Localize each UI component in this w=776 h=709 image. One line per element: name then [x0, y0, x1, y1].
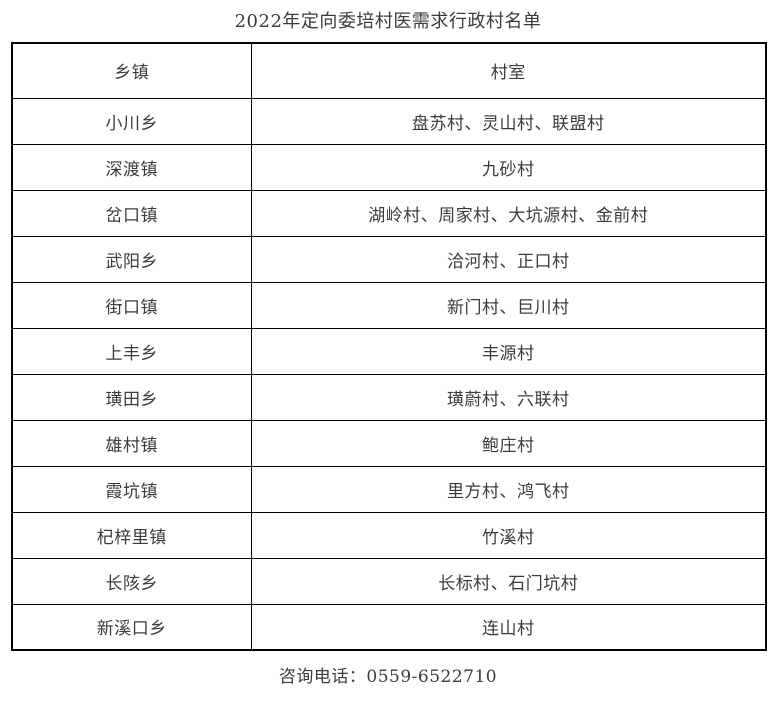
village-table: 乡镇 村室 小川乡 盘苏村、灵山村、联盟村 深渡镇 九砂村 岔口镇 湖岭村、周家… — [11, 42, 767, 651]
township-cell: 深渡镇 — [11, 143, 252, 191]
township-cell: 长陔乡 — [11, 557, 252, 605]
table-row: 上丰乡 丰源村 — [11, 327, 767, 375]
township-cell: 杞梓里镇 — [11, 511, 252, 559]
township-cell: 上丰乡 — [11, 327, 252, 375]
township-cell: 小川乡 — [11, 97, 252, 145]
villages-cell: 璜蔚村、六联村 — [250, 373, 767, 421]
township-cell: 武阳乡 — [11, 235, 252, 283]
township-cell: 岔口镇 — [11, 189, 252, 237]
table-row: 深渡镇 九砂村 — [11, 143, 767, 191]
table-row: 霞坑镇 里方村、鸿飞村 — [11, 465, 767, 513]
table-row: 新溪口乡 连山村 — [11, 603, 767, 651]
township-cell: 新溪口乡 — [11, 603, 252, 651]
villages-cell: 湖岭村、周家村、大坑源村、金前村 — [250, 189, 767, 237]
table-header-row: 乡镇 村室 — [11, 42, 767, 99]
township-cell: 雄村镇 — [11, 419, 252, 467]
table-row: 街口镇 新门村、巨川村 — [11, 281, 767, 329]
villages-cell: 洽河村、正口村 — [250, 235, 767, 283]
table-row: 雄村镇 鲍庄村 — [11, 419, 767, 467]
villages-cell: 盘苏村、灵山村、联盟村 — [250, 97, 767, 145]
villages-cell: 里方村、鸿飞村 — [250, 465, 767, 513]
township-cell: 璜田乡 — [11, 373, 252, 421]
villages-cell: 连山村 — [250, 603, 767, 651]
villages-cell: 九砂村 — [250, 143, 767, 191]
table-row: 杞梓里镇 竹溪村 — [11, 511, 767, 559]
table-row: 小川乡 盘苏村、灵山村、联盟村 — [11, 97, 767, 145]
column-header-township: 乡镇 — [11, 42, 252, 99]
villages-cell: 竹溪村 — [250, 511, 767, 559]
column-header-villages: 村室 — [250, 42, 767, 99]
township-cell: 霞坑镇 — [11, 465, 252, 513]
contact-phone: 咨询电话：0559-6522710 — [278, 667, 498, 687]
table-row: 武阳乡 洽河村、正口村 — [11, 235, 767, 283]
table-row: 长陔乡 长标村、石门坑村 — [11, 557, 767, 605]
villages-cell: 新门村、巨川村 — [250, 281, 767, 329]
table-row: 璜田乡 璜蔚村、六联村 — [11, 373, 767, 421]
township-cell: 街口镇 — [11, 281, 252, 329]
page-title: 2022年定向委培村医需求行政村名单 — [234, 11, 542, 32]
villages-cell: 鲍庄村 — [250, 419, 767, 467]
table-row: 岔口镇 湖岭村、周家村、大坑源村、金前村 — [11, 189, 767, 237]
villages-cell: 丰源村 — [250, 327, 767, 375]
villages-cell: 长标村、石门坑村 — [250, 557, 767, 605]
